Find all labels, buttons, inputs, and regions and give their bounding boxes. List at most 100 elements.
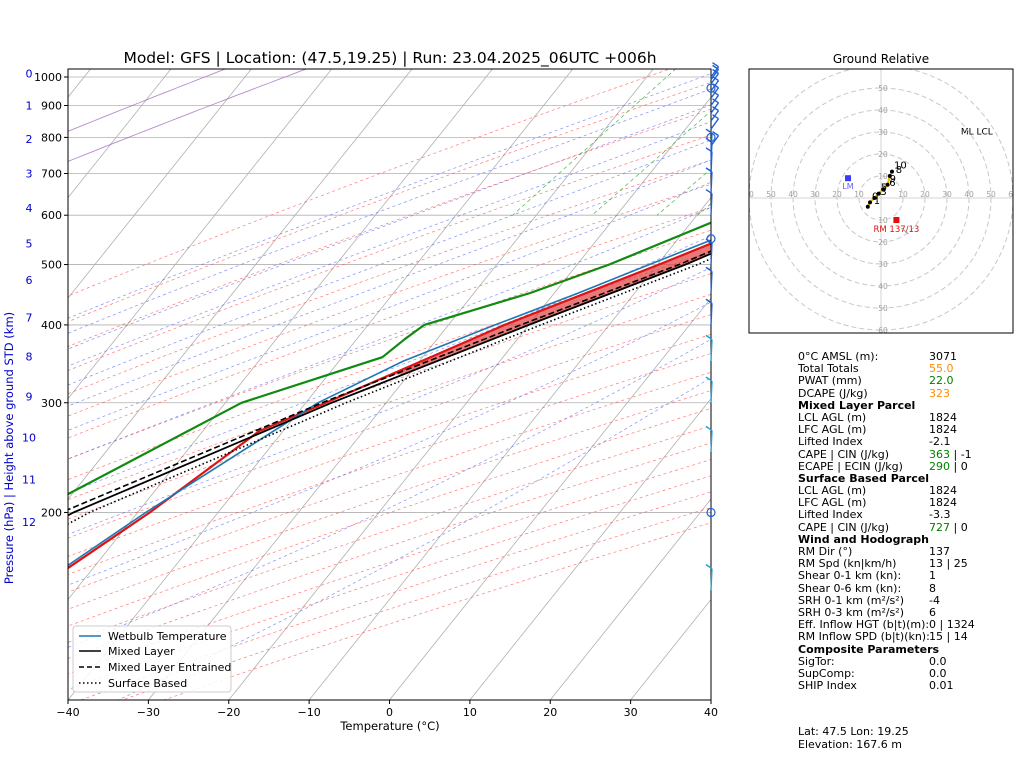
param-label: SRH 0-1 km (m²/s²) xyxy=(798,593,904,607)
x-axis-label: Temperature (°C) xyxy=(339,719,439,733)
wind-barbs xyxy=(705,62,720,591)
wind-barb-flag xyxy=(712,64,719,70)
param-label: CAPE | CIN (J/kg) xyxy=(798,520,890,534)
x-axis: −40 −30 −20 −10 0 10 20 30 40 xyxy=(56,700,718,719)
isotherm xyxy=(308,197,711,700)
moist-adiabat xyxy=(68,104,711,350)
hodograph-ring-label: 50 xyxy=(878,304,888,313)
isotherm xyxy=(68,69,332,400)
profile-temperature xyxy=(68,242,711,570)
param-row: PWAT (mm) 22.0 xyxy=(798,375,1018,387)
hodograph-height-label: 8 xyxy=(896,165,902,176)
height-tick-label: 9 xyxy=(26,391,33,404)
wind-barb-flag xyxy=(712,68,719,75)
wind-barb xyxy=(710,271,713,294)
param-row: Shear 0-6 km (kn): 8 xyxy=(798,582,1018,595)
profile-dewpoint xyxy=(68,221,711,496)
param-value: -4 xyxy=(929,593,940,607)
moist-adiabat xyxy=(68,267,711,535)
x-tick-label: −20 xyxy=(217,706,240,719)
reference-curve xyxy=(68,69,227,132)
param-label: Lifted Index xyxy=(798,435,863,449)
p-tick-label: 500 xyxy=(41,259,62,272)
param-value: 1 xyxy=(929,569,936,583)
wind-barb xyxy=(710,339,713,362)
ml-lcl-annotation: ML LCL xyxy=(961,127,993,137)
hodograph-height-label: 0 xyxy=(872,191,878,202)
param-row: ECAPE | ECIN (J/kg) 290 | 0 xyxy=(798,460,1018,473)
param-row: SRH 0-1 km (m²/s²) -4 xyxy=(798,593,1018,607)
moist-adiabat xyxy=(68,88,711,334)
param-section-header: Wind and Hodograph xyxy=(798,532,930,546)
hodograph-ring-label: 60 xyxy=(1008,190,1018,199)
hodograph-point xyxy=(887,174,892,178)
hodograph-title: Ground Relative xyxy=(833,52,929,66)
p-tick-label: 1000 xyxy=(34,71,62,84)
param-row: Shear 0-1 km (kn): 1 xyxy=(798,570,1018,582)
param-label: RM Inflow SPD (b|t)(kn): xyxy=(798,630,930,644)
moist-adiabat xyxy=(68,338,711,648)
hodograph-ring-label: 20 xyxy=(878,238,888,247)
dry-adiabat xyxy=(68,425,711,643)
hodograph-point xyxy=(876,191,881,196)
y-axis-label: Pressure (hPa) | Height above ground STD… xyxy=(2,312,16,584)
hodograph-ring-label: 60 xyxy=(744,190,754,199)
param-value: 0.0 xyxy=(929,666,947,680)
param-value: 1824 xyxy=(929,410,957,424)
p-tick-label: 800 xyxy=(41,131,62,144)
p-tick-label: 300 xyxy=(41,397,62,410)
background-reference-lines xyxy=(68,69,711,700)
height-tick-label: 5 xyxy=(26,238,33,251)
param-label: DCAPE (J/kg) xyxy=(798,386,868,400)
hodograph-ring-label: 50 xyxy=(878,84,888,93)
dry-adiabat xyxy=(68,314,711,539)
legend-mixed-layer: Mixed Layer xyxy=(108,645,175,658)
p-tick-label: 600 xyxy=(41,209,62,222)
wind-barb xyxy=(710,171,713,194)
wind-barb-flag xyxy=(712,106,719,112)
hodograph-ring-label: 30 xyxy=(810,190,820,199)
plot-frame xyxy=(67,68,712,701)
param-row: LCL AGL (m) 1824 xyxy=(798,410,1018,424)
param-label: SHIP Index xyxy=(798,679,857,693)
wind-barb-flag xyxy=(705,425,713,431)
x-tick-label: 20 xyxy=(543,706,557,719)
wind-barb-calm xyxy=(706,507,716,518)
wind-barb-flag xyxy=(705,334,713,340)
hodograph-height-label: 6 xyxy=(889,178,895,189)
hodograph-ring-label: 40 xyxy=(878,282,888,291)
wind-barb xyxy=(710,430,713,453)
dry-adiabat xyxy=(68,134,711,371)
hodograph-point xyxy=(890,169,894,174)
param-label: SRH 0-3 km (m²/s²) xyxy=(798,605,904,619)
hodograph-ring-label: 60 xyxy=(878,62,888,71)
param-label: LFC AGL (m) xyxy=(798,496,867,510)
hodograph-ring-label: 60 xyxy=(878,326,888,335)
param-row: CAPE | CIN (J/kg) 363 | -1 xyxy=(798,448,1018,461)
hodograph-height-label: 10 xyxy=(894,161,907,172)
wind-barb-flag xyxy=(712,75,719,82)
p-tick-label: 900 xyxy=(41,100,62,113)
reference-curve xyxy=(68,69,308,162)
hodograph-frame xyxy=(748,68,1014,334)
param-label: LFC AGL (m) xyxy=(798,423,867,437)
wind-barb-flag xyxy=(705,167,713,173)
param-row: Eff. Inflow HGT (b|t)(m): 0 | 1324 xyxy=(798,618,1018,631)
pressure-axis: 1000 900 800 700 600 500 400 300 200 xyxy=(34,71,68,519)
x-tick-label: −10 xyxy=(298,706,321,719)
param-value: 1824 xyxy=(929,484,957,498)
sounding-profiles xyxy=(68,221,711,570)
height-tick-label: 12 xyxy=(22,516,36,529)
legend-wetbulb: Wetbulb Temperature xyxy=(108,630,227,643)
param-row: LCL AGL (m) 1824 xyxy=(798,484,1018,498)
wind-barb xyxy=(710,303,713,325)
param-row: RM Inflow SPD (b|t)(kn): 15 | 14 xyxy=(798,631,1018,643)
isotherm xyxy=(68,69,413,500)
profile-mixed-layer xyxy=(68,252,711,517)
param-row: 0°C AMSL (m): 3071 xyxy=(798,350,1018,363)
param-row: LFC AGL (m) 1824 xyxy=(798,423,1018,437)
legend-surface-based: Surface Based xyxy=(108,677,187,690)
hodograph-ring-label: 20 xyxy=(878,150,888,159)
isotherm xyxy=(469,397,711,700)
chart-title: Model: GFS | Location: (47.5,19.25) | Ru… xyxy=(123,49,656,68)
